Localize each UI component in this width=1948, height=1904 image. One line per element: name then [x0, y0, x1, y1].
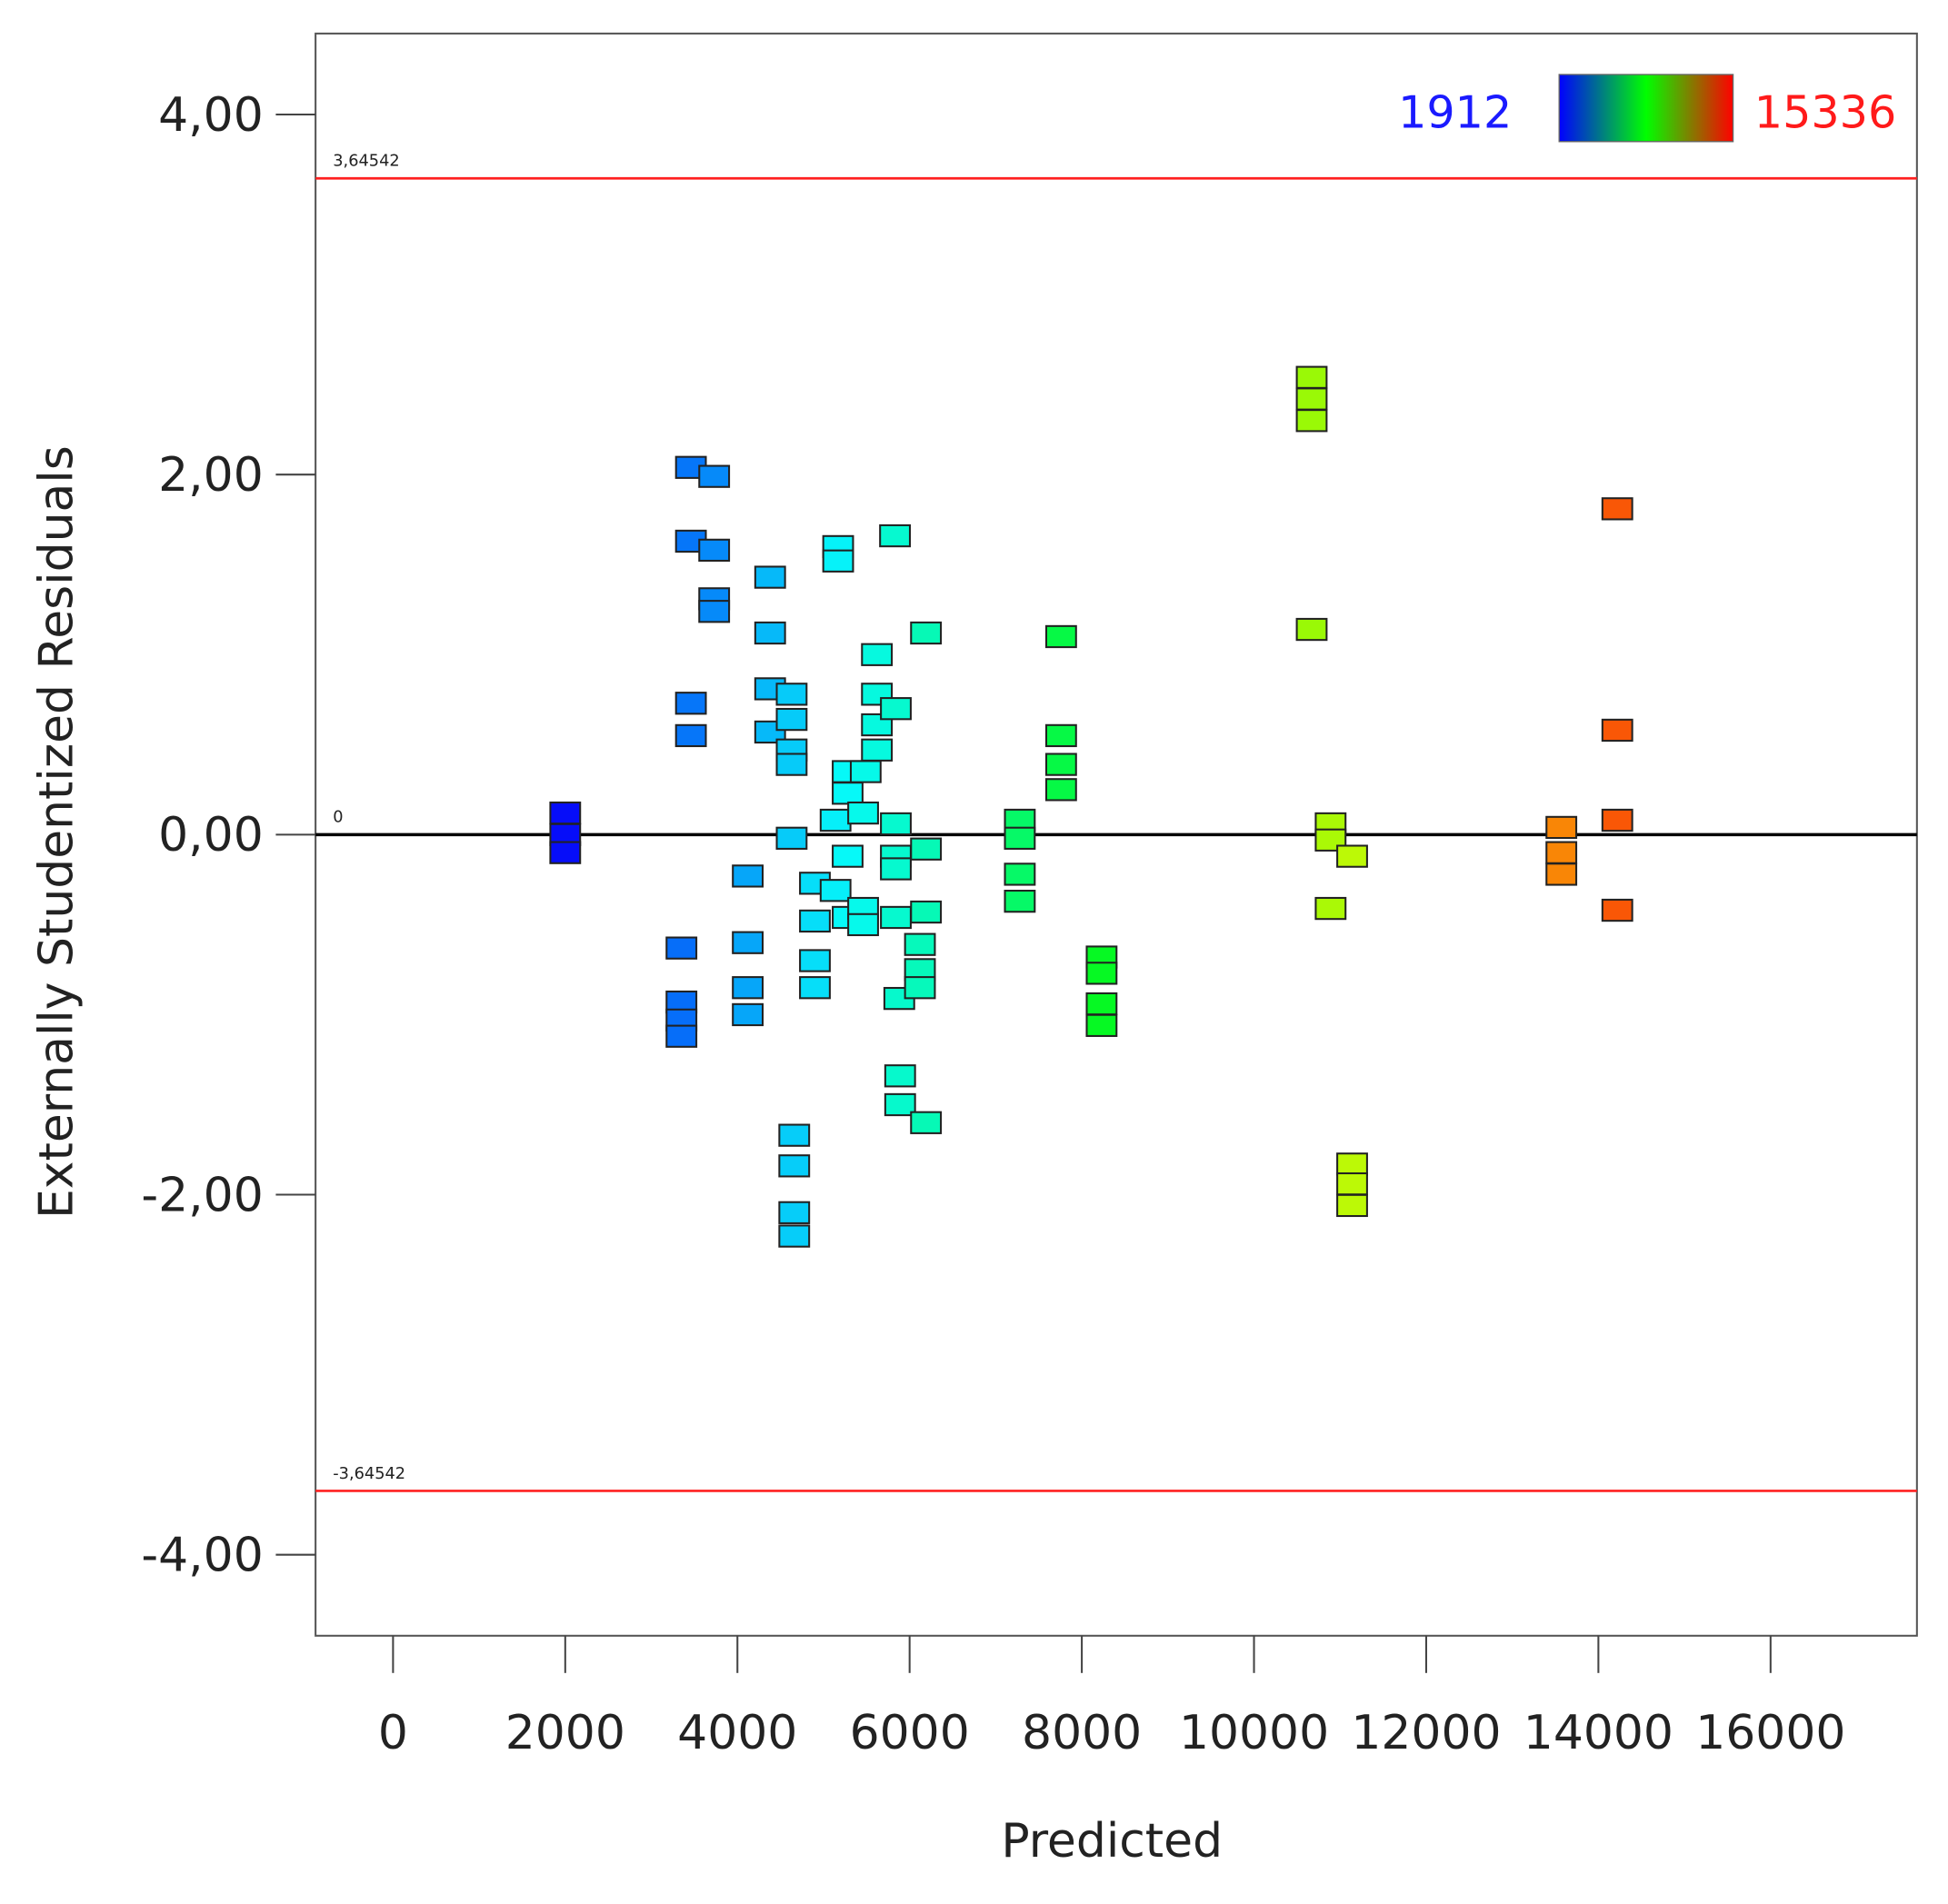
data-point	[698, 464, 731, 488]
color-scale-min-label: 1912	[1398, 86, 1512, 139]
y-axis-label: Externally Studentized Residuals	[29, 445, 84, 1219]
x-tick-label: 14000	[1523, 1706, 1673, 1760]
data-point	[1044, 753, 1077, 776]
x-tick-label: 4000	[677, 1706, 797, 1760]
data-point	[880, 905, 912, 930]
data-point	[1545, 862, 1578, 886]
data-point	[1314, 896, 1347, 921]
x-tick-label: 2000	[505, 1706, 625, 1760]
color-scale-max-label: 15336	[1754, 86, 1896, 139]
data-point	[904, 932, 936, 956]
data-point	[1601, 718, 1633, 743]
color-scale-legend: 1912 15336	[1398, 74, 1896, 143]
data-point	[799, 909, 831, 933]
data-point	[861, 643, 894, 666]
data-point	[732, 1002, 764, 1027]
data-point	[819, 808, 852, 832]
x-tick-label: 8000	[1022, 1706, 1142, 1760]
data-point	[904, 976, 936, 1000]
data-point	[698, 538, 731, 563]
data-point	[674, 692, 707, 715]
data-point	[549, 841, 582, 864]
data-point	[1295, 387, 1328, 411]
data-point	[1004, 890, 1036, 913]
y-tick-label: 0,00	[158, 808, 264, 862]
data-point	[880, 812, 912, 836]
data-point	[1336, 1193, 1368, 1218]
data-point	[1085, 992, 1118, 1016]
data-point	[832, 844, 864, 868]
data-point	[910, 837, 943, 861]
x-tick-label: 16000	[1695, 1706, 1845, 1760]
data-point	[1044, 624, 1077, 649]
reference-line-label: -3,64542	[333, 1465, 405, 1483]
data-point	[1004, 862, 1036, 886]
data-point	[665, 936, 698, 960]
data-point	[1004, 826, 1036, 850]
data-point	[879, 523, 911, 548]
x-axis-label: Predicted	[1001, 1814, 1223, 1869]
data-point	[1295, 365, 1328, 389]
data-point	[778, 1154, 811, 1178]
data-point	[1601, 497, 1633, 521]
color-scale-bar	[1558, 74, 1734, 143]
data-point	[1044, 778, 1077, 802]
data-point	[861, 738, 894, 762]
data-point	[884, 1064, 916, 1088]
data-point	[732, 864, 764, 888]
data-point	[732, 976, 764, 1000]
data-point	[880, 697, 912, 721]
data-point	[1336, 1171, 1368, 1196]
data-point	[799, 949, 831, 972]
x-tick-label: 6000	[850, 1706, 970, 1760]
x-tick-label: 10000	[1179, 1706, 1329, 1760]
data-point	[778, 1201, 811, 1224]
data-point	[1295, 617, 1328, 642]
data-point	[799, 976, 831, 1000]
data-point	[880, 857, 912, 881]
data-point	[1601, 898, 1633, 922]
reference-line-label: 0	[333, 809, 343, 827]
data-point	[665, 1024, 698, 1048]
data-point	[1336, 1152, 1368, 1176]
data-point	[910, 900, 943, 924]
data-point	[1085, 962, 1118, 985]
data-point	[819, 879, 852, 902]
data-point	[775, 753, 808, 776]
data-point	[1044, 723, 1077, 748]
data-point	[778, 1224, 811, 1248]
y-tick-label: 4,00	[158, 88, 264, 143]
y-tick-label: 2,00	[158, 448, 264, 503]
y-tick-label: -4,00	[141, 1528, 263, 1582]
data-point	[698, 600, 731, 623]
x-tick-label: 12000	[1351, 1706, 1501, 1760]
data-point	[847, 912, 879, 937]
data-point	[832, 782, 864, 805]
data-point	[754, 621, 786, 645]
data-point	[1545, 841, 1578, 864]
data-point	[549, 801, 582, 825]
reference-line-label: 3,64542	[333, 153, 399, 171]
data-point	[775, 707, 808, 732]
data-point	[847, 801, 879, 825]
data-point	[754, 565, 786, 589]
data-point	[775, 826, 808, 850]
data-point	[1295, 409, 1328, 433]
data-point	[910, 621, 943, 645]
data-point	[778, 1123, 811, 1147]
data-point	[1085, 1013, 1118, 1037]
x-tick-label: 0	[378, 1706, 408, 1760]
data-point	[732, 931, 764, 954]
data-point	[1336, 844, 1368, 868]
data-point	[884, 1092, 916, 1117]
data-point	[1545, 815, 1578, 840]
y-tick-label: -2,00	[141, 1168, 263, 1222]
data-point	[674, 723, 707, 748]
data-point	[910, 1111, 943, 1134]
data-point	[849, 760, 882, 783]
data-point	[775, 683, 808, 706]
data-point	[1601, 808, 1633, 832]
data-point	[822, 549, 854, 573]
